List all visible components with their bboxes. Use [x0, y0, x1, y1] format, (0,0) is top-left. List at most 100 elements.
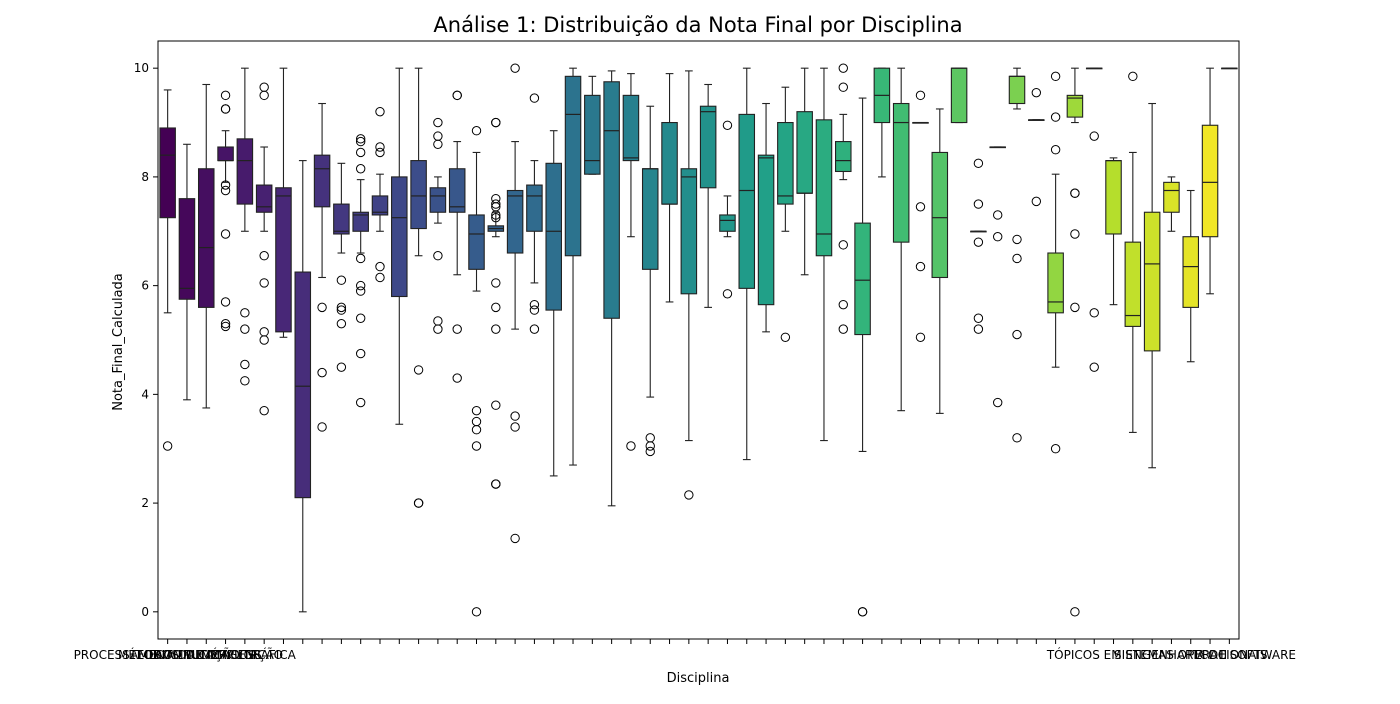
outlier-point [838, 299, 848, 310]
outlier-point [413, 498, 424, 508]
outlier-point [452, 324, 462, 334]
outlier-point [317, 367, 327, 378]
x-tick-label: MÉTODOS NUMÉRICOS [118, 647, 256, 662]
box [448, 168, 466, 213]
outlier-point [973, 313, 984, 323]
outlier-point [491, 302, 501, 313]
outlier-point [1089, 362, 1099, 372]
box [217, 146, 234, 162]
outlier-point [529, 93, 540, 103]
outlier-point [1050, 444, 1061, 454]
outlier-point [838, 63, 848, 73]
outlier-point [1012, 329, 1022, 340]
outlier-point [336, 318, 347, 329]
box [236, 138, 254, 205]
outlier-point [452, 373, 462, 383]
box [371, 195, 389, 216]
outlier-point [317, 422, 327, 432]
box [159, 127, 176, 219]
outlier-point [973, 158, 984, 169]
outlier-point [355, 397, 366, 408]
outlier-point [491, 210, 501, 220]
outlier-point [1089, 131, 1099, 141]
outlier-point [973, 324, 984, 334]
outlier-point [355, 286, 366, 296]
x-tick-label: PROCESSAMENTO DE IMAGENS [74, 648, 262, 662]
outlier-point [722, 289, 733, 299]
box [1105, 160, 1122, 235]
outlier-point [1050, 71, 1061, 82]
box [699, 105, 717, 189]
box [333, 203, 350, 235]
box [641, 168, 659, 270]
outlier-point [336, 275, 347, 285]
outlier-point [857, 607, 868, 617]
outlier-point [240, 359, 250, 370]
outlier-point [355, 313, 366, 323]
outlier-point [1089, 308, 1099, 318]
outlier-point [259, 405, 269, 416]
outlier-point [1031, 87, 1042, 98]
outlier-point [1070, 302, 1080, 313]
x-tick-label: TÓPICOS EM ENGENHARIA DE SOFTWARE [1046, 647, 1296, 662]
outlier-point [722, 120, 733, 130]
box [796, 111, 813, 194]
outlier-point [471, 441, 482, 451]
box [680, 168, 698, 295]
box [661, 121, 678, 205]
box [352, 211, 369, 232]
box [1201, 124, 1219, 238]
outlier-point [684, 490, 694, 500]
outlier-point [375, 106, 385, 117]
outlier-point [471, 425, 482, 435]
outlier-point [433, 117, 443, 128]
box [950, 67, 968, 124]
y-tick-label: 6 [141, 279, 149, 293]
x-axis-label: Disciplina [667, 671, 730, 686]
outlier-point [452, 90, 462, 101]
outlier-point [626, 441, 636, 451]
outlier-point [220, 104, 231, 114]
outlier-point [838, 324, 848, 334]
outlier-point [1031, 196, 1042, 207]
y-tick-label: 4 [141, 387, 149, 401]
outlier-point [993, 397, 1003, 408]
outlier-point [471, 126, 482, 136]
outlier-point [317, 302, 327, 313]
box [564, 75, 582, 257]
outlier-point [529, 324, 540, 334]
outlier-point [973, 199, 984, 209]
outlier-point [1070, 607, 1080, 617]
outlier-point [259, 278, 269, 288]
outlier-point [993, 210, 1003, 220]
box [275, 187, 292, 333]
outlier-point [375, 272, 385, 283]
outlier-point [491, 199, 501, 209]
outlier-point [355, 136, 366, 147]
outlier-point [413, 365, 424, 375]
outlier-point [433, 251, 443, 261]
outlier-point [510, 63, 520, 73]
box [603, 81, 620, 319]
outlier-point [220, 90, 231, 101]
y-tick-label: 8 [141, 170, 149, 184]
box [584, 94, 601, 175]
box [931, 151, 949, 279]
box [1163, 181, 1180, 213]
outlier-point [355, 253, 366, 264]
outlier-point [838, 82, 848, 92]
box [468, 214, 485, 270]
box [410, 160, 427, 230]
outlier-point [220, 297, 231, 307]
outlier-point [1070, 229, 1080, 239]
chart-title: Análise 1: Distribuição da Nota Final po… [433, 13, 962, 37]
outlier-point [259, 90, 269, 101]
outlier-point [220, 321, 231, 332]
outlier-point [355, 348, 366, 359]
outlier-point [973, 237, 984, 247]
box [777, 121, 794, 205]
outlier-point [433, 316, 443, 326]
outlier-point [433, 324, 443, 334]
outlier-point [491, 212, 501, 223]
outlier-point [915, 90, 926, 101]
